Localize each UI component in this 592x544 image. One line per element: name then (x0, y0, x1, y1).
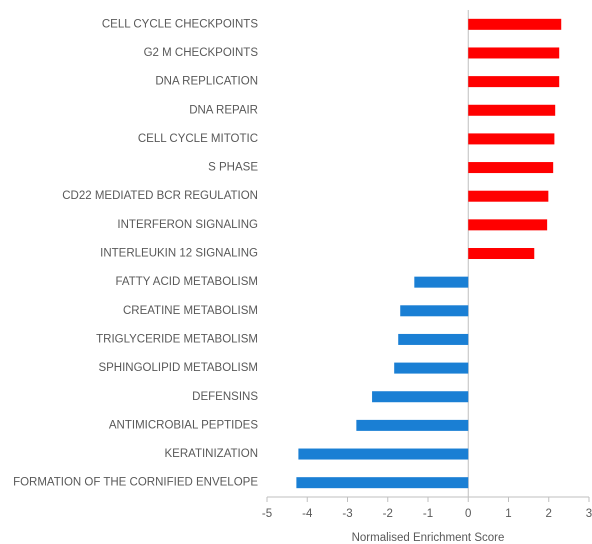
x-tick-label: -3 (342, 508, 352, 520)
x-tick-label: 1 (505, 508, 511, 520)
y-tick-label: FORMATION OF THE CORNIFIED ENVELOPE (13, 477, 258, 489)
bar (468, 162, 554, 174)
x-tick-label: 3 (586, 508, 592, 520)
bar (468, 248, 535, 259)
x-tick-label: -5 (262, 508, 272, 520)
bar (414, 276, 469, 288)
bar (372, 391, 469, 403)
y-tick-label: DEFENSINS (192, 391, 258, 403)
y-tick-label: ANTIMICROBIAL PEPTIDES (109, 419, 258, 431)
bar (400, 305, 469, 317)
bar (398, 333, 469, 345)
bar (468, 47, 560, 59)
bar (394, 362, 469, 374)
bar (468, 133, 555, 145)
bar (468, 104, 556, 116)
bar (296, 477, 469, 489)
x-tick-label: -2 (383, 508, 393, 520)
y-tick-label: DNA REPLICATION (155, 76, 258, 88)
bar (468, 190, 549, 202)
y-tick-label: INTERLEUKIN 12 SIGNALING (100, 248, 258, 260)
x-axis-title: Normalised Enrichment Score (352, 532, 505, 544)
bar (298, 448, 469, 460)
y-tick-label: SPHINGOLIPID METABOLISM (98, 362, 258, 374)
x-tick-label: 0 (465, 508, 471, 520)
bar (468, 76, 560, 88)
y-tick-label: CD22 MEDIATED BCR REGULATION (62, 190, 258, 202)
y-tick-label: CREATINE METABOLISM (123, 305, 258, 317)
x-tick-label: 2 (546, 508, 552, 520)
x-tick-label: -4 (302, 508, 313, 520)
y-tick-label: DNA REPAIR (189, 104, 258, 116)
y-tick-label: KERATINIZATION (165, 448, 259, 460)
bar (356, 419, 469, 431)
y-tick-label: CELL CYCLE CHECKPOINTS (102, 18, 258, 30)
y-tick-label: CELL CYCLE MITOTIC (138, 133, 258, 145)
bar (468, 219, 548, 231)
bar (468, 18, 562, 30)
y-tick-label: TRIGLYCERIDE METABOLISM (96, 333, 258, 345)
x-tick-label: -1 (423, 508, 433, 520)
y-tick-label: FATTY ACID METABOLISM (116, 276, 259, 288)
y-tick-label: INTERFERON SIGNALING (117, 219, 258, 231)
y-tick-label: S PHASE (208, 162, 258, 174)
y-tick-label: G2 M CHECKPOINTS (144, 47, 259, 59)
